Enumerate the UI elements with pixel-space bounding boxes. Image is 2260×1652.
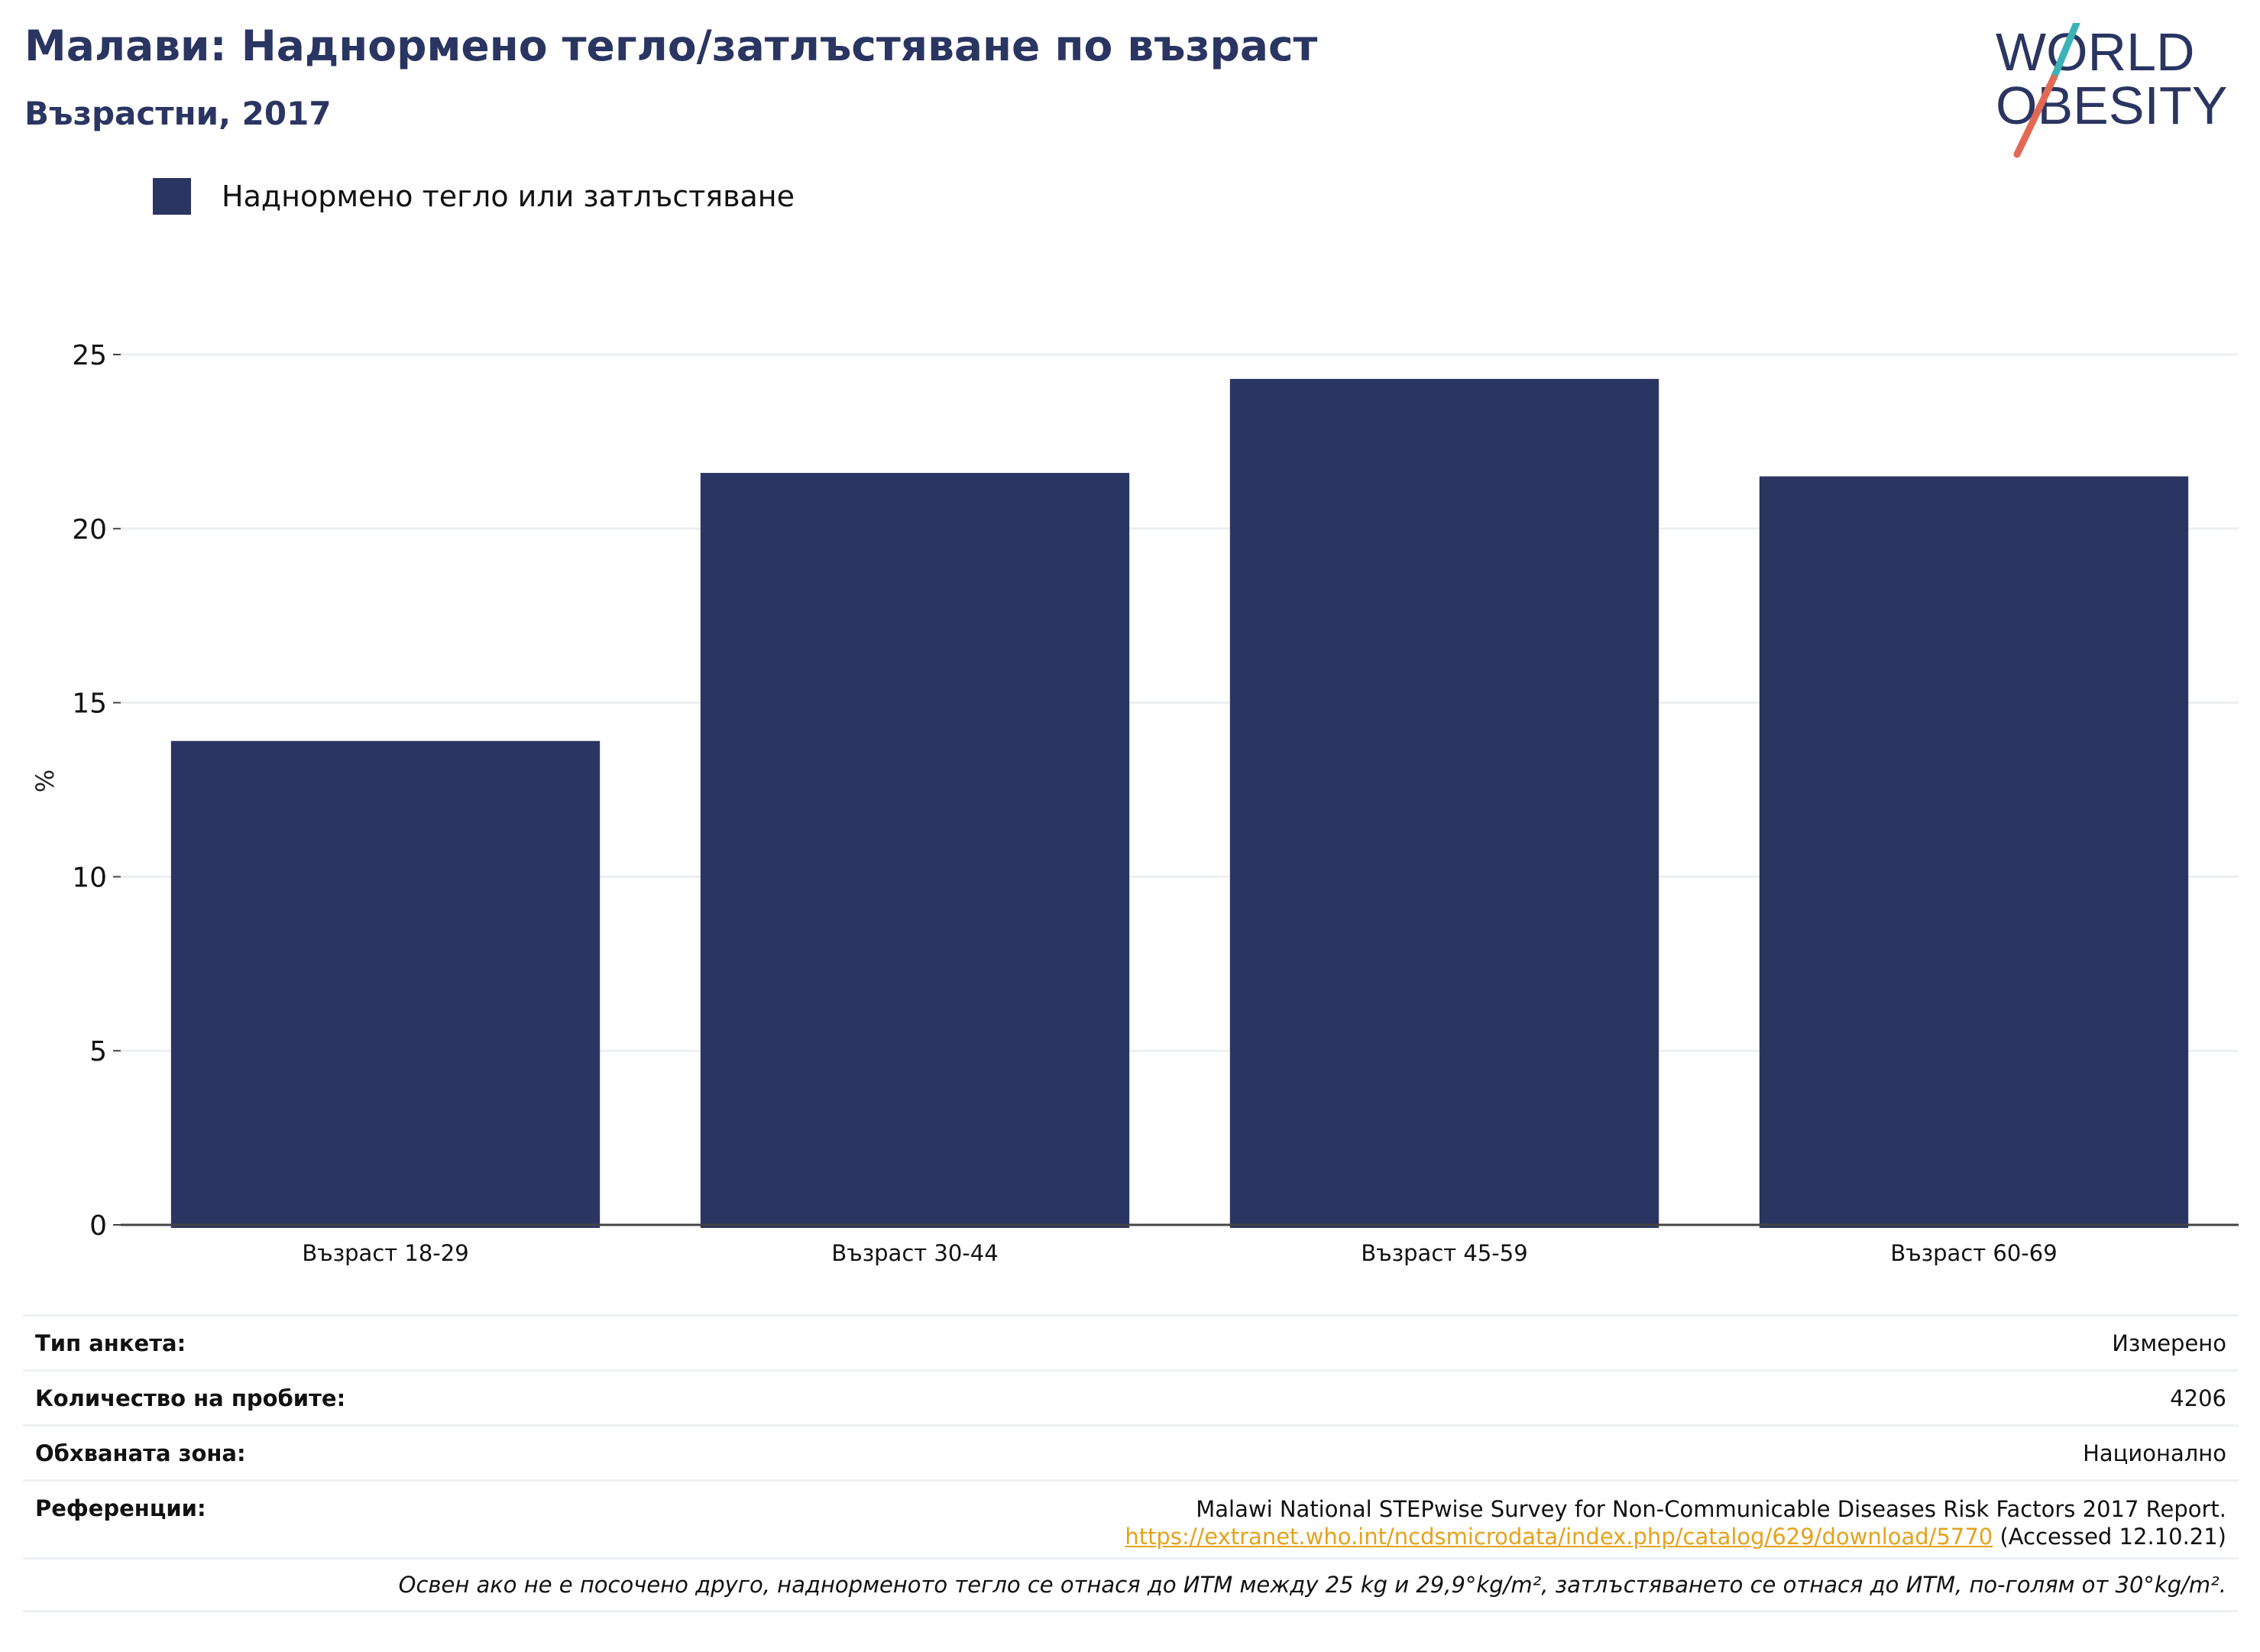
row-survey-type: Тип анкета: Измерено bbox=[23, 1314, 2239, 1369]
logo-word-world: WORLD bbox=[1996, 23, 2195, 82]
chart-legend: Наднормено тегло или затлъстяване bbox=[153, 177, 795, 215]
x-tick-label: Възраст 60-69 bbox=[1890, 1240, 2057, 1266]
row-references: Референции: Malawi National STEPwise Sur… bbox=[23, 1479, 2239, 1557]
world-obesity-logo: WORLD OBESITY bbox=[1996, 23, 2227, 158]
sample-size-label: Количество на пробите: bbox=[35, 1385, 346, 1411]
y-tick-label: 20 bbox=[72, 514, 107, 546]
sample-size-value: 4206 bbox=[2170, 1385, 2226, 1411]
x-tick-label: Възраст 45-59 bbox=[1361, 1240, 1527, 1266]
logo-slash-top bbox=[2050, 23, 2080, 82]
references-value: Malawi National STEPwise Survey for Non-… bbox=[1125, 1495, 2226, 1557]
y-tick-label: 25 bbox=[72, 340, 107, 371]
chart-subtitle: Възрастни, 2017 bbox=[24, 95, 332, 132]
y-tick-label: 0 bbox=[89, 1210, 107, 1242]
y-tick-label: 5 bbox=[89, 1036, 107, 1067]
coverage-label: Обхваната зона: bbox=[35, 1440, 246, 1466]
chart-title: Малави: Наднормено тегло/затлъстяване по… bbox=[24, 21, 1318, 70]
x-tick-label: Възраст 30-44 bbox=[831, 1240, 998, 1266]
survey-type-value: Измерено bbox=[2112, 1330, 2226, 1356]
row-note: Освен ако не е посочено друго, наднормен… bbox=[23, 1557, 2239, 1612]
y-tick-label: 15 bbox=[72, 688, 107, 720]
y-axis-label: % bbox=[31, 769, 60, 792]
references-text: Malawi National STEPwise Survey for Non-… bbox=[1196, 1496, 2226, 1522]
legend-label: Наднормено тегло или затлъстяване bbox=[222, 180, 795, 213]
references-link[interactable]: https://extranet.who.int/ncdsmicrodata/i… bbox=[1125, 1524, 1993, 1550]
survey-type-label: Тип анкета: bbox=[35, 1330, 186, 1356]
references-label: Референции: bbox=[35, 1495, 206, 1521]
row-sample-size: Количество на пробите: 4206 bbox=[23, 1369, 2239, 1424]
x-tick-label: Възраст 18-29 bbox=[302, 1240, 468, 1266]
survey-info-table: Тип анкета: Измерено Количество на проби… bbox=[23, 1314, 2239, 1612]
bars bbox=[170, 378, 2189, 1229]
coverage-value: Национално bbox=[2083, 1440, 2226, 1466]
bar[interactable] bbox=[700, 472, 1130, 1228]
references-accessed: (Accessed 12.10.21) bbox=[1999, 1524, 2226, 1550]
bar[interactable] bbox=[1229, 378, 1659, 1229]
legend-swatch bbox=[153, 178, 191, 215]
row-coverage: Обхваната зона: Национално bbox=[23, 1424, 2239, 1479]
x-axis-ticks: Възраст 18-29 Възраст 30-44 Възраст 45-59 В… bbox=[302, 1240, 2057, 1266]
bar[interactable] bbox=[1759, 476, 2189, 1228]
footnote: Освен ако не е посочено друго, наднормен… bbox=[398, 1572, 2226, 1598]
y-tick-label: 10 bbox=[72, 862, 107, 893]
y-axis-ticks: 0 5 10 15 20 25 bbox=[72, 340, 121, 1242]
bar[interactable] bbox=[170, 740, 601, 1228]
logo-slash-bottom bbox=[2013, 74, 2058, 158]
